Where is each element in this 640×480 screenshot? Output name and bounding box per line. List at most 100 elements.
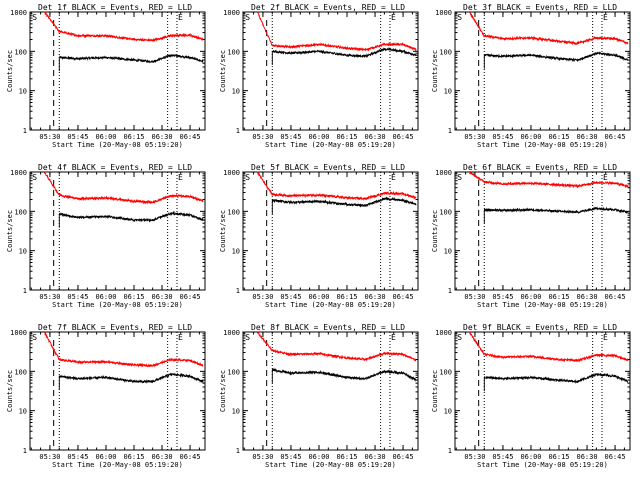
y-tick-label: 100 bbox=[14, 48, 27, 56]
end-marker: E bbox=[178, 333, 183, 342]
x-axis-label: Start Time (20-May-08 05:19:20) bbox=[477, 301, 608, 309]
y-tick-label: 1000 bbox=[223, 9, 240, 17]
x-tick-label: 06:15 bbox=[336, 453, 357, 461]
start-marker: S bbox=[32, 173, 37, 182]
y-tick-label: 10 bbox=[232, 248, 240, 256]
y-tick-label: 1 bbox=[236, 127, 240, 135]
events-series-line bbox=[271, 196, 417, 214]
events-series-line bbox=[58, 53, 204, 72]
lld-series-line bbox=[44, 11, 204, 43]
panel-title: Det 6f BLACK = Events, RED = LLD bbox=[463, 163, 617, 172]
lld-series-line bbox=[257, 11, 417, 52]
y-tick-label: 10 bbox=[19, 88, 27, 96]
plot-frame bbox=[454, 331, 631, 451]
y-tick-label: 1 bbox=[448, 447, 452, 455]
y-tick-label: 10 bbox=[444, 88, 452, 96]
x-tick-label: 06:30 bbox=[576, 293, 597, 301]
detector-panel-4: Det 4f BLACK = Events, RED = LLD 1 10 100 10… bbox=[6, 163, 206, 309]
x-tick-label: 06:45 bbox=[393, 453, 414, 461]
panel-title: Det 5f BLACK = Events, RED = LLD bbox=[251, 163, 405, 172]
y-tick-label: 100 bbox=[227, 368, 240, 376]
x-tick-label: 05:45 bbox=[492, 133, 513, 141]
y-tick-label: 1000 bbox=[435, 169, 452, 177]
detector-panel-8: Det 8f BLACK = Events, RED = LLD 1 10 100 10… bbox=[219, 323, 419, 469]
x-tick-label: 06:00 bbox=[520, 453, 541, 461]
end-marker: E bbox=[391, 13, 396, 22]
x-tick-label: 06:30 bbox=[576, 453, 597, 461]
end-marker: E bbox=[391, 173, 396, 182]
x-tick-label: 06:15 bbox=[123, 133, 144, 141]
y-tick-label: 1000 bbox=[10, 329, 27, 337]
x-tick-label: 05:30 bbox=[464, 293, 485, 301]
x-tick-label: 06:15 bbox=[123, 293, 144, 301]
x-axis-label: Start Time (20-May-08 05:19:20) bbox=[477, 461, 608, 469]
y-tick-label: 10 bbox=[19, 248, 27, 256]
end-marker: E bbox=[178, 173, 183, 182]
y-tick-label: 1000 bbox=[223, 169, 240, 177]
x-tick-label: 05:30 bbox=[39, 293, 60, 301]
lld-series-line bbox=[43, 171, 204, 205]
start-marker: S bbox=[32, 333, 37, 342]
detector-panel-3: Det 3f BLACK = Events, RED = LLD 1 10 100 10… bbox=[431, 3, 631, 149]
panel-title: Det 2f BLACK = Events, RED = LLD bbox=[251, 3, 405, 12]
x-tick-label: 05:45 bbox=[280, 133, 301, 141]
x-axis-label: Start Time (20-May-08 05:19:20) bbox=[477, 141, 608, 149]
y-tick-label: 1 bbox=[236, 447, 240, 455]
detector-panel-7: Det 7f BLACK = Events, RED = LLD 1 10 100 10… bbox=[6, 323, 206, 469]
x-tick-label: 06:15 bbox=[123, 453, 144, 461]
y-tick-label: 10 bbox=[232, 408, 240, 416]
events-series-line bbox=[483, 51, 629, 69]
plot-frame bbox=[454, 11, 631, 131]
panel-title: Det 1f BLACK = Events, RED = LLD bbox=[38, 3, 192, 12]
y-tick-label: 1 bbox=[23, 287, 27, 295]
y-tick-label: 1 bbox=[448, 287, 452, 295]
end-marker: E bbox=[603, 13, 608, 22]
x-axis-label: Start Time (20-May-08 05:19:20) bbox=[265, 141, 396, 149]
y-tick-label: 100 bbox=[439, 208, 452, 216]
y-tick-label: 1000 bbox=[435, 329, 452, 337]
y-axis-label: Counts/sec bbox=[6, 50, 14, 92]
x-tick-label: 06:45 bbox=[605, 453, 626, 461]
panel-title: Det 7f BLACK = Events, RED = LLD bbox=[38, 323, 192, 332]
x-axis-label: Start Time (20-May-08 05:19:20) bbox=[52, 301, 183, 309]
lld-series-line bbox=[468, 170, 629, 189]
y-tick-label: 100 bbox=[439, 368, 452, 376]
plot-frame bbox=[242, 11, 419, 131]
detector-panel-5: Det 5f BLACK = Events, RED = LLD 1 10 100 10… bbox=[219, 163, 419, 309]
y-axis-label: Counts/sec bbox=[431, 50, 439, 92]
x-tick-label: 05:30 bbox=[252, 453, 273, 461]
y-axis-label: Counts/sec bbox=[6, 370, 14, 412]
y-tick-label: 1000 bbox=[10, 169, 27, 177]
x-axis-label: Start Time (20-May-08 05:19:20) bbox=[265, 461, 396, 469]
x-tick-label: 06:15 bbox=[336, 293, 357, 301]
x-tick-label: 06:00 bbox=[308, 133, 329, 141]
y-tick-label: 1000 bbox=[435, 9, 452, 17]
x-tick-label: 06:00 bbox=[520, 293, 541, 301]
y-tick-label: 100 bbox=[227, 48, 240, 56]
x-tick-label: 05:30 bbox=[464, 133, 485, 141]
plot-frame bbox=[242, 331, 419, 451]
x-axis-label: Start Time (20-May-08 05:19:20) bbox=[52, 461, 183, 469]
y-axis-label: Counts/sec bbox=[219, 50, 227, 92]
x-tick-label: 06:15 bbox=[548, 133, 569, 141]
x-tick-label: 06:45 bbox=[180, 133, 201, 141]
lld-series-line bbox=[257, 331, 417, 362]
x-tick-label: 05:30 bbox=[252, 133, 273, 141]
events-series-line bbox=[271, 367, 417, 384]
x-tick-label: 05:30 bbox=[39, 453, 60, 461]
x-tick-label: 05:45 bbox=[492, 453, 513, 461]
y-tick-label: 10 bbox=[19, 408, 27, 416]
x-tick-label: 06:00 bbox=[308, 453, 329, 461]
y-tick-label: 100 bbox=[14, 368, 27, 376]
plot-frame bbox=[242, 171, 419, 291]
y-tick-label: 100 bbox=[439, 48, 452, 56]
x-axis-label: Start Time (20-May-08 05:19:20) bbox=[52, 141, 183, 149]
x-tick-label: 06:45 bbox=[393, 133, 414, 141]
end-marker: E bbox=[178, 13, 183, 22]
y-tick-label: 10 bbox=[232, 88, 240, 96]
y-tick-label: 1 bbox=[23, 127, 27, 135]
start-marker: S bbox=[457, 13, 462, 22]
x-tick-label: 06:15 bbox=[336, 133, 357, 141]
x-tick-label: 05:45 bbox=[67, 453, 88, 461]
